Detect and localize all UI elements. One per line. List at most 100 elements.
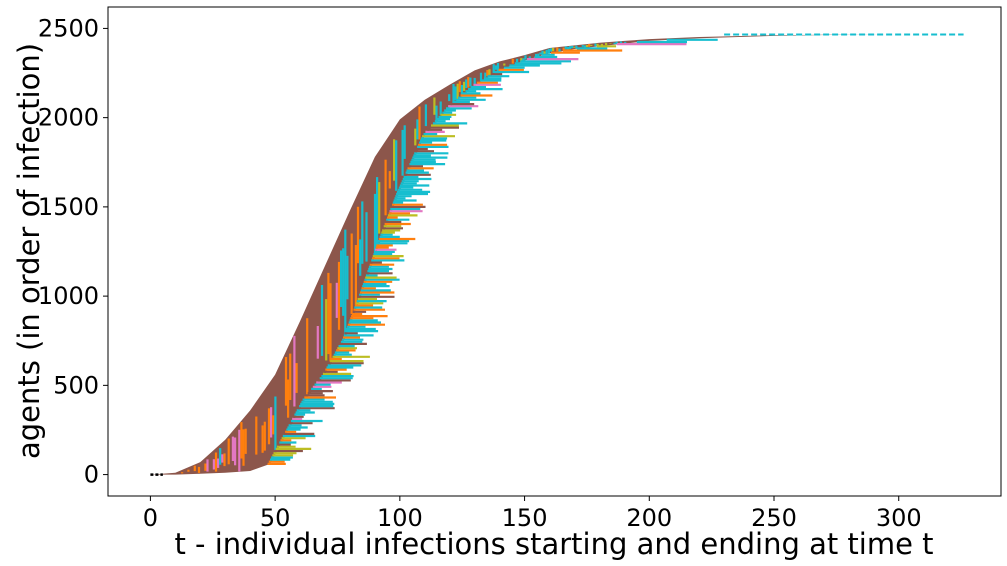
infection-strip	[344, 229, 347, 335]
axis-ticks: 0 50 100 150 200 250 300 0 500 1000 1500 2000 2500	[38, 14, 922, 532]
infection-strip	[558, 48, 561, 52]
infection-strip	[227, 438, 230, 465]
infection-strip	[583, 45, 586, 48]
infection-strip	[494, 65, 497, 70]
infection-strip	[571, 45, 574, 49]
infection-strip	[359, 239, 362, 276]
infection-strip	[605, 42, 608, 46]
infection-strip	[535, 53, 538, 57]
infection-strip	[547, 48, 550, 54]
infection-envelope	[150, 33, 964, 475]
plot-frame	[107, 6, 1002, 497]
y-tick-label: 500	[53, 371, 99, 399]
x-tick-label: 50	[260, 504, 291, 532]
infection-strip	[212, 459, 215, 470]
infection-strip	[350, 233, 353, 314]
infection-strip	[263, 421, 266, 451]
infection-strip	[361, 201, 364, 264]
infection-strip	[289, 353, 292, 400]
infection-strip	[197, 466, 201, 473]
y-tick-label: 0	[84, 461, 99, 489]
infection-strip	[320, 285, 324, 356]
infection-strip	[354, 245, 357, 309]
x-tick-label: 300	[876, 504, 922, 532]
infection-strip	[295, 363, 298, 393]
infection-strip	[223, 453, 226, 467]
infection-strip	[231, 436, 234, 461]
infection-strip	[484, 72, 487, 78]
infection-strip	[503, 63, 506, 66]
x-tick-label: 150	[502, 504, 548, 532]
y-tick-label: 2500	[38, 14, 99, 42]
infection-strip	[456, 83, 459, 101]
infection-strip	[549, 48, 553, 52]
x-tick-label: 200	[626, 504, 672, 532]
infection-strip	[465, 79, 468, 88]
infection-strip	[448, 94, 451, 102]
infection-strip	[373, 193, 377, 255]
infection-strip	[585, 44, 589, 48]
infection-strip	[287, 379, 290, 418]
infection-strip	[325, 299, 328, 361]
infection-strip	[376, 177, 379, 249]
infection-strip	[566, 46, 569, 50]
infection-strip	[365, 212, 368, 262]
infection-strip	[556, 47, 559, 52]
infection-strip	[340, 250, 343, 307]
infection-strip	[214, 452, 218, 472]
infection-strip	[496, 62, 500, 73]
infection-strip	[306, 318, 309, 399]
infection-strip	[204, 463, 207, 471]
infection-strip	[594, 43, 597, 47]
infection-strip	[255, 416, 258, 455]
infection-strip	[393, 139, 396, 181]
infection-strip	[242, 429, 245, 466]
x-tick-label: 250	[751, 504, 797, 532]
infection-strip	[467, 77, 470, 88]
infection-strip	[460, 85, 463, 96]
infection-strip	[316, 326, 319, 359]
infection-strip	[539, 52, 542, 55]
y-axis-label: agents (in order of infection)	[12, 43, 46, 459]
infection-strip	[545, 49, 548, 54]
infection-strip	[206, 459, 209, 472]
infection-strip	[575, 45, 578, 49]
infection-strip	[552, 47, 555, 52]
infection-strip	[416, 119, 419, 140]
infection-strip	[181, 472, 184, 474]
x-axis-label: t - individual infections starting and e…	[174, 527, 933, 561]
y-tick-label: 1000	[38, 282, 99, 310]
infection-strip	[522, 58, 525, 62]
infection-strip	[479, 72, 483, 82]
infection-strip	[395, 140, 398, 191]
infection-strip	[335, 282, 338, 318]
infection-strip	[342, 248, 345, 316]
infection-strip	[267, 408, 271, 445]
infection-strip	[581, 45, 584, 47]
infection-strip	[452, 84, 455, 104]
infection-strip	[537, 53, 540, 57]
infection-strip	[615, 41, 618, 44]
infection-strip	[401, 129, 404, 176]
infection-strip	[528, 56, 531, 58]
infection-strip	[261, 425, 264, 453]
infection-strip	[541, 50, 544, 56]
infection-strip	[329, 283, 332, 362]
infection-strip	[418, 106, 421, 140]
infection-strip	[458, 81, 461, 93]
infection-strip	[403, 125, 406, 159]
infection-strip	[569, 46, 572, 50]
infection-strip	[284, 357, 288, 406]
infection-strip	[454, 86, 457, 100]
infection-strip	[524, 55, 527, 60]
infection-strip	[492, 64, 495, 74]
infection-strip	[520, 58, 523, 63]
x-tick-label: 100	[377, 504, 423, 532]
infection-strip	[516, 58, 519, 63]
x-tick-label: 0	[143, 504, 158, 532]
infection-strip	[613, 42, 616, 45]
infection-strip	[439, 101, 442, 115]
infection-strip	[564, 46, 567, 50]
infection-strip	[234, 437, 237, 466]
infection-strip	[238, 429, 241, 472]
